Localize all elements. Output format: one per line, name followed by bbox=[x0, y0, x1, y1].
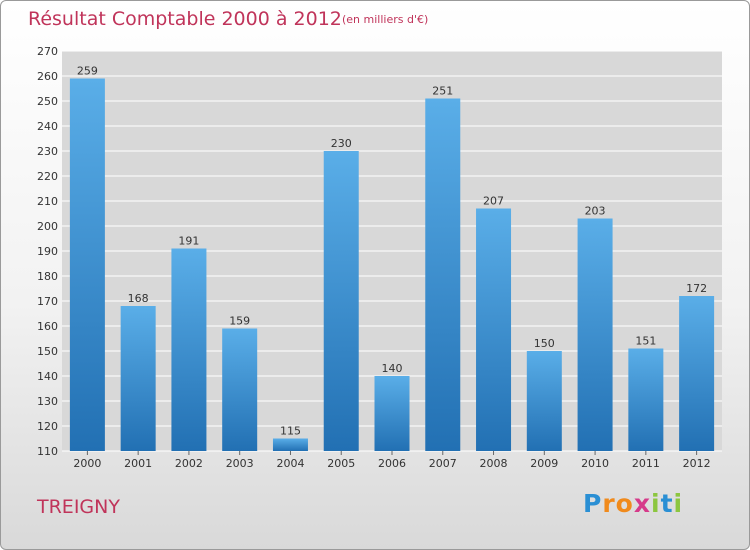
x-tick-label: 2000 bbox=[73, 457, 101, 470]
proxiti-logo: Proxiti bbox=[583, 489, 683, 518]
logo-letter: r bbox=[602, 489, 616, 518]
value-label: 150 bbox=[534, 337, 555, 350]
value-label: 230 bbox=[331, 137, 352, 150]
bar-2003 bbox=[222, 328, 258, 451]
x-tick-label: 2007 bbox=[429, 457, 457, 470]
y-tick-label: 170 bbox=[37, 295, 58, 308]
value-label: 207 bbox=[483, 195, 504, 208]
x-tick-label: 2008 bbox=[480, 457, 508, 470]
bar-2002 bbox=[171, 248, 207, 451]
chart-subtitle: (en milliers d'€) bbox=[342, 13, 429, 26]
bar-2005 bbox=[323, 151, 359, 451]
x-tick-label: 2002 bbox=[175, 457, 203, 470]
bar-2001 bbox=[120, 306, 156, 451]
logo-letter: x bbox=[633, 489, 651, 518]
bar-2006 bbox=[374, 376, 410, 451]
value-label: 115 bbox=[280, 425, 301, 438]
logo-letter: t bbox=[660, 489, 674, 518]
y-tick-label: 130 bbox=[37, 395, 58, 408]
y-tick-label: 200 bbox=[37, 220, 58, 233]
value-label: 168 bbox=[128, 292, 149, 305]
x-tick-label: 2001 bbox=[124, 457, 152, 470]
y-tick-label: 260 bbox=[37, 70, 58, 83]
y-tick-label: 220 bbox=[37, 170, 58, 183]
value-label: 159 bbox=[229, 315, 250, 328]
bar-2004 bbox=[272, 438, 308, 451]
x-tick-label: 2003 bbox=[226, 457, 254, 470]
x-tick-label: 2012 bbox=[683, 457, 711, 470]
y-tick-label: 150 bbox=[37, 345, 58, 358]
value-label: 140 bbox=[382, 362, 403, 375]
logo-letter: P bbox=[583, 489, 603, 518]
location-name: TREIGNY bbox=[37, 496, 120, 518]
bar-2011 bbox=[628, 348, 664, 451]
value-label: 251 bbox=[432, 85, 453, 98]
chart-title: Résultat Comptable 2000 à 2012 bbox=[28, 8, 342, 30]
x-tick-label: 2010 bbox=[581, 457, 609, 470]
x-tick-label: 2004 bbox=[276, 457, 304, 470]
bar-2010 bbox=[577, 218, 613, 451]
y-tick-label: 140 bbox=[37, 370, 58, 383]
bar-2012 bbox=[679, 296, 715, 451]
value-label: 259 bbox=[77, 65, 98, 78]
y-tick-label: 190 bbox=[37, 245, 58, 258]
y-tick-label: 270 bbox=[37, 45, 58, 58]
bar-2000 bbox=[69, 78, 105, 451]
bar-2009 bbox=[526, 351, 562, 451]
value-label: 151 bbox=[635, 335, 656, 348]
y-tick-label: 240 bbox=[37, 120, 58, 133]
y-tick-label: 160 bbox=[37, 320, 58, 333]
y-tick-label: 180 bbox=[37, 270, 58, 283]
bar-2008 bbox=[476, 208, 512, 451]
value-label: 172 bbox=[686, 282, 707, 295]
y-tick-label: 250 bbox=[37, 95, 58, 108]
x-tick-label: 2009 bbox=[530, 457, 558, 470]
x-tick-label: 2006 bbox=[378, 457, 406, 470]
x-tick-label: 2011 bbox=[632, 457, 660, 470]
bar-2007 bbox=[425, 98, 461, 451]
x-tick-label: 2005 bbox=[327, 457, 355, 470]
y-tick-label: 230 bbox=[37, 145, 58, 158]
logo-letter: i bbox=[673, 489, 684, 518]
logo-letter: o bbox=[615, 489, 634, 518]
y-tick-label: 120 bbox=[37, 420, 58, 433]
y-tick-label: 110 bbox=[37, 445, 58, 458]
logo-letter: i bbox=[651, 489, 661, 518]
value-label: 203 bbox=[585, 205, 606, 218]
value-label: 191 bbox=[178, 235, 199, 248]
y-tick-label: 210 bbox=[37, 195, 58, 208]
